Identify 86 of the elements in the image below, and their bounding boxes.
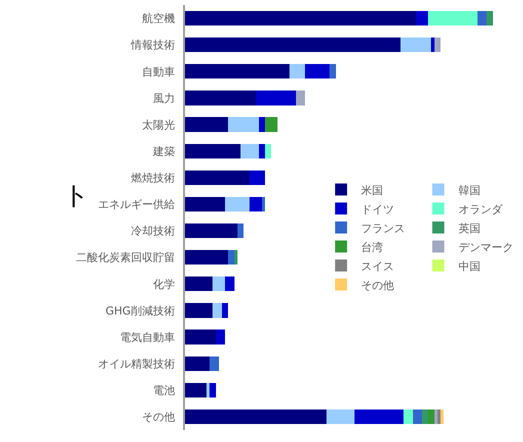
bar [305, 64, 330, 79]
bar [258, 144, 266, 158]
bar [185, 196, 226, 212]
bar [210, 356, 219, 371]
legend-label: 台湾 [361, 240, 384, 254]
y-tick-label: 二酸化炭素回収貯留 [76, 251, 175, 264]
bar [185, 409, 327, 424]
bar [212, 276, 226, 292]
bar [265, 117, 278, 132]
bar [185, 10, 416, 26]
y-tick-label: 燃焼技術 [130, 172, 175, 185]
bar [210, 382, 216, 398]
y-tick-label: 太陽光 [142, 118, 175, 132]
bar [185, 38, 400, 52]
bar [290, 64, 306, 79]
bar [434, 409, 438, 424]
y-tick-label: 電池 [152, 384, 175, 398]
bar [240, 144, 259, 158]
bar [228, 250, 234, 265]
y-tick-label: 自動車 [142, 65, 175, 78]
bar [434, 38, 440, 52]
bar [185, 64, 290, 79]
bar [234, 250, 238, 265]
bar [222, 303, 228, 318]
y-tick-label: 化学 [152, 278, 175, 291]
legend-label: ドイツ [361, 202, 394, 216]
bar [431, 38, 434, 52]
bar [477, 10, 487, 26]
legend-label: 韓国 [458, 184, 480, 197]
bar [185, 144, 240, 158]
bar [185, 330, 216, 344]
bar [212, 303, 222, 318]
bar [237, 223, 244, 238]
bar [206, 382, 210, 398]
y-tick-label: 航空機 [142, 12, 175, 26]
bar [412, 409, 422, 424]
bar [428, 10, 478, 26]
y-tick-label: その他 [142, 410, 175, 424]
y-tick-label: エネルギー供給 [98, 198, 175, 212]
bar [400, 38, 432, 52]
bar [296, 90, 306, 106]
text: ト [63, 181, 90, 211]
y-tick-label: 情報技術 [130, 38, 175, 52]
y-tick-label: GHG削減技術 [105, 304, 175, 318]
bar [185, 382, 207, 398]
legend-label: その他 [361, 278, 394, 292]
bar [216, 330, 226, 344]
bar [262, 196, 266, 212]
bar [225, 196, 250, 212]
bar [326, 409, 354, 424]
bar [354, 409, 404, 424]
bar [258, 117, 266, 132]
bar [428, 409, 434, 424]
bar [250, 170, 266, 185]
legend-label: 英国 [458, 222, 480, 235]
bar [440, 409, 444, 424]
bar [422, 409, 428, 424]
legend-label: デンマーク [458, 240, 514, 254]
bar [404, 409, 413, 424]
legend-label: フランス [361, 222, 406, 235]
bar [228, 117, 259, 132]
legend-label: 中国 [458, 260, 480, 273]
bar [256, 90, 296, 106]
bar [265, 144, 272, 158]
bar [330, 64, 336, 79]
y-tick-label: 電気自動車 [120, 330, 175, 344]
bar [416, 10, 428, 26]
y-tick-label: オイル精製技術 [98, 357, 175, 370]
bar [185, 356, 210, 371]
legend-label: 米国 [361, 184, 384, 197]
y-tick-label: 風力 [152, 92, 175, 105]
bar [185, 223, 238, 238]
bar [225, 276, 234, 292]
bar [185, 276, 213, 292]
bar [185, 90, 256, 106]
bar [185, 117, 228, 132]
y-tick-label: 冷却技術 [130, 224, 175, 238]
bar [486, 10, 493, 26]
bar [437, 409, 440, 424]
legend-label: オランダ [458, 202, 504, 216]
legend-label: スイス [361, 260, 394, 273]
bar [250, 196, 262, 212]
bar [185, 170, 250, 185]
bar [185, 303, 213, 318]
bar [185, 250, 228, 265]
y-tick-label: 建築 [152, 144, 175, 158]
